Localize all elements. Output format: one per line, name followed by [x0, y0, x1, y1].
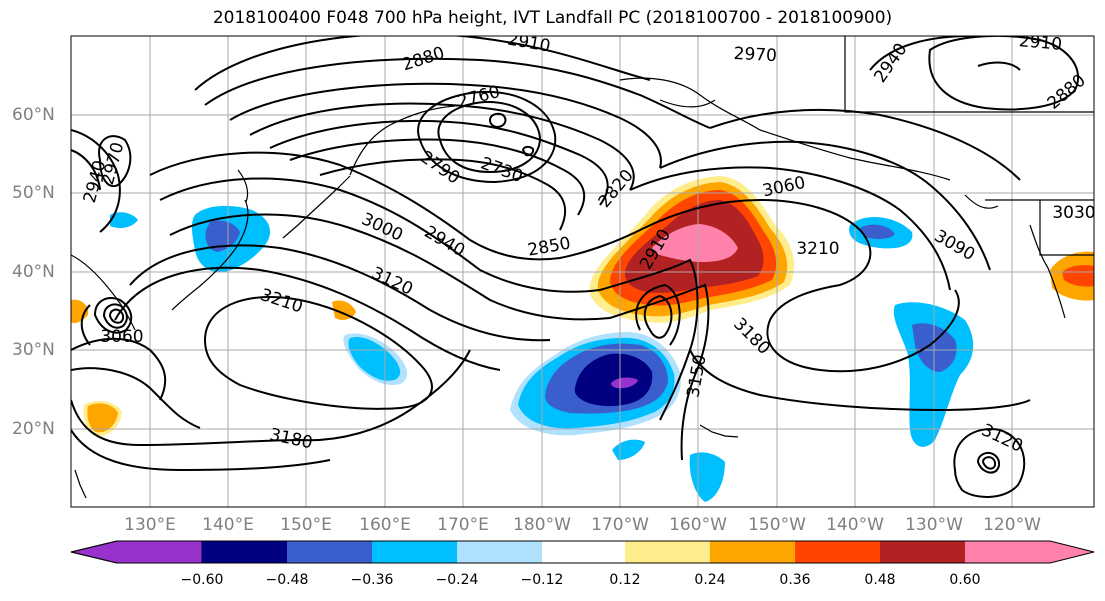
colorbar-tick-label: 0.60	[949, 572, 981, 588]
longitude-label: 140°E	[202, 515, 254, 535]
colorbar-tick-label: −0.60	[180, 572, 224, 588]
colorbar	[70, 540, 1095, 564]
colorbar-swatch	[880, 541, 965, 563]
colorbar-swatch	[287, 541, 372, 563]
contour-label: 2910	[1018, 31, 1063, 55]
colorbar-tick-label: −0.12	[520, 572, 564, 588]
ivt-negative-anomaly-japan	[110, 205, 271, 273]
longitude-label: 160°E	[359, 515, 411, 535]
contour-label: 3060	[100, 327, 143, 347]
colorbar-swatch	[70, 540, 203, 564]
latitude-label: 30°N	[12, 340, 55, 360]
colorbar-tick-label: 0.48	[864, 572, 896, 588]
colorbar-tick-label: 0.36	[779, 572, 811, 588]
latitude-label: 60°N	[12, 105, 55, 125]
longitude-label: 170°E	[437, 515, 489, 535]
longitude-label: 120°W	[983, 515, 1041, 535]
contour-label: 2880	[1044, 71, 1090, 114]
colorbar-swatch	[710, 541, 795, 563]
contour-label: 2790	[416, 147, 463, 188]
height-contours	[71, 36, 1080, 498]
contour-label: 2880	[400, 43, 447, 75]
ivt-positive-anomaly-north-pacific	[589, 176, 795, 323]
longitude-label: 140°W	[826, 515, 884, 535]
longitude-label: 160°W	[669, 515, 727, 535]
colorbar-swatch	[965, 541, 1094, 563]
colorbar-swatch	[457, 541, 542, 563]
coastlines	[71, 36, 1094, 499]
contour-label: 2940	[421, 222, 468, 261]
contour-label: 3060	[761, 173, 807, 202]
contour-label: 3030	[1052, 203, 1095, 223]
graticule	[71, 36, 1094, 507]
latitude-label: 50°N	[12, 183, 55, 203]
colorbar-swatch	[542, 541, 625, 563]
longitude-label: 150°W	[748, 515, 806, 535]
contour-label: 3120	[368, 263, 416, 299]
colorbar-swatch	[795, 541, 880, 563]
colorbar-tick-label: −0.48	[265, 572, 309, 588]
longitude-label: 130°E	[124, 515, 176, 535]
colorbar-tick-label: −0.36	[350, 572, 394, 588]
colorbar-swatch	[202, 541, 287, 563]
colorbar-swatch	[625, 541, 710, 563]
longitude-label: 180°W	[513, 515, 571, 535]
latitude-label: 20°N	[12, 419, 55, 439]
contour-label: 3210	[796, 239, 839, 259]
longitude-label: 130°W	[905, 515, 963, 535]
ivt-negative-anomaly-central-pacific	[343, 332, 725, 502]
map-frame	[70, 35, 1095, 508]
contour-label: 3210	[258, 285, 305, 317]
longitude-label: 150°E	[280, 515, 332, 535]
contour-label: 2970	[733, 44, 777, 66]
longitude-label: 170°W	[591, 515, 649, 535]
colorbar-tick-label: −0.24	[435, 572, 479, 588]
colorbar-tick-label: 0.12	[609, 572, 641, 588]
ivt-positive-anomaly-minor	[71, 251, 1094, 437]
latitude-label: 40°N	[12, 262, 55, 282]
colorbar-swatch	[372, 541, 457, 563]
contour-label: 2910	[506, 29, 552, 56]
colorbar-tick-label: 0.24	[694, 572, 726, 588]
contour-label: 3120	[978, 420, 1026, 456]
map-title: 2018100400 F048 700 hPa height, IVT Land…	[212, 8, 893, 28]
